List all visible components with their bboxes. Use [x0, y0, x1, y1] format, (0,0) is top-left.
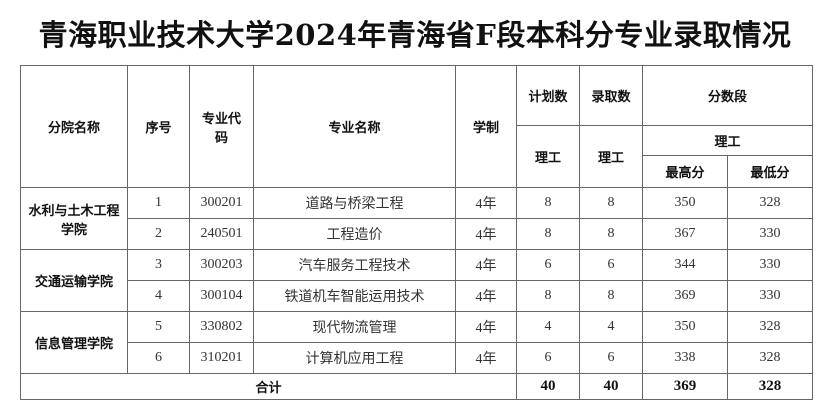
cell-years: 4年 [455, 342, 517, 374]
cell-admit: 8 [579, 218, 643, 250]
cell-min: 330 [727, 218, 813, 250]
header-no: 序号 [127, 65, 190, 188]
cell-admit: 8 [579, 280, 643, 312]
college-cell: 信息管理学院 [20, 311, 128, 374]
header-major: 专业名称 [253, 65, 456, 188]
cell-code: 300201 [189, 187, 254, 219]
header-plan: 计划数 [516, 65, 580, 126]
cell-max: 350 [642, 187, 728, 219]
cell-no: 4 [127, 280, 190, 312]
cell-max: 369 [642, 280, 728, 312]
cell-major: 道路与桥梁工程 [253, 187, 456, 219]
cell-min: 328 [727, 342, 813, 374]
page-title: 青海职业技术大学2024年青海省F段本科分专业录取情况 [38, 18, 792, 52]
header-score: 分数段 [642, 65, 813, 126]
cell-years: 4年 [455, 218, 517, 250]
header-score-sub: 理工 [642, 125, 813, 156]
cell-min: 328 [727, 187, 813, 219]
cell-code: 300203 [189, 249, 254, 281]
header-admit-sub: 理工 [579, 125, 643, 188]
cell-admit: 8 [579, 187, 643, 219]
cell-admit: 6 [579, 342, 643, 374]
cell-no: 3 [127, 249, 190, 281]
header-admit: 录取数 [579, 65, 643, 126]
cell-plan: 8 [516, 187, 580, 219]
cell-plan: 6 [516, 249, 580, 281]
cell-major: 铁道机车智能运用技术 [253, 280, 456, 312]
table-row: 水利与土木工程学院 1 300201 道路与桥梁工程 4年 8 8 350 328 [20, 187, 813, 250]
cell-code: 310201 [189, 342, 254, 374]
total-admit: 40 [579, 373, 643, 400]
college-cell: 交通运输学院 [20, 249, 128, 312]
total-max: 369 [642, 373, 728, 400]
header-min: 最低分 [727, 155, 813, 188]
total-plan: 40 [516, 373, 580, 400]
cell-years: 4年 [455, 187, 517, 219]
header-college: 分院名称 [20, 65, 128, 188]
total-row: 合计 40 40 369 328 [20, 373, 813, 400]
cell-admit: 6 [579, 249, 643, 281]
cell-major: 现代物流管理 [253, 311, 456, 343]
table-row: 6 310201 计算机应用工程 4年 6 6 338 328 [21, 342, 813, 374]
cell-years: 4年 [455, 249, 517, 281]
header-max: 最高分 [642, 155, 728, 188]
cell-plan: 4 [516, 311, 580, 343]
cell-min: 328 [727, 311, 813, 343]
college-cell: 水利与土木工程学院 [20, 187, 128, 250]
cell-no: 5 [127, 311, 190, 343]
cell-years: 4年 [455, 280, 517, 312]
total-min: 328 [727, 373, 813, 400]
cell-admit: 4 [579, 311, 643, 343]
header-years: 学制 [455, 65, 517, 188]
table-row: 信息管理学院 5 330802 现代物流管理 4年 4 4 350 328 [20, 311, 813, 374]
cell-major: 计算机应用工程 [253, 342, 456, 374]
cell-code: 330802 [189, 311, 254, 343]
cell-code: 240501 [189, 218, 254, 250]
cell-major: 汽车服务工程技术 [253, 249, 456, 281]
cell-no: 6 [127, 342, 190, 374]
header-plan-sub: 理工 [516, 125, 580, 188]
table-row: 交通运输学院 3 300203 汽车服务工程技术 4年 6 6 344 330 [20, 249, 813, 312]
admission-table: 分院名称 序号 专业代码 专业名称 学制 计划数 录取数 分数段 理工 理工 理… [20, 65, 813, 400]
cell-max: 344 [642, 249, 728, 281]
cell-max: 350 [642, 311, 728, 343]
cell-plan: 8 [516, 218, 580, 250]
cell-max: 367 [642, 218, 728, 250]
cell-plan: 8 [516, 280, 580, 312]
cell-min: 330 [727, 249, 813, 281]
cell-no: 2 [127, 218, 190, 250]
header-code: 专业代码 [189, 65, 254, 188]
cell-no: 1 [127, 187, 190, 219]
cell-major: 工程造价 [253, 218, 456, 250]
cell-years: 4年 [455, 311, 517, 343]
table-row: 4 300104 铁道机车智能运用技术 4年 8 8 369 330 [21, 280, 813, 312]
table-row: 2 240501 工程造价 4年 8 8 367 330 [21, 218, 813, 250]
cell-max: 338 [642, 342, 728, 374]
cell-code: 300104 [189, 280, 254, 312]
cell-min: 330 [727, 280, 813, 312]
total-label: 合计 [20, 373, 517, 400]
cell-plan: 6 [516, 342, 580, 374]
